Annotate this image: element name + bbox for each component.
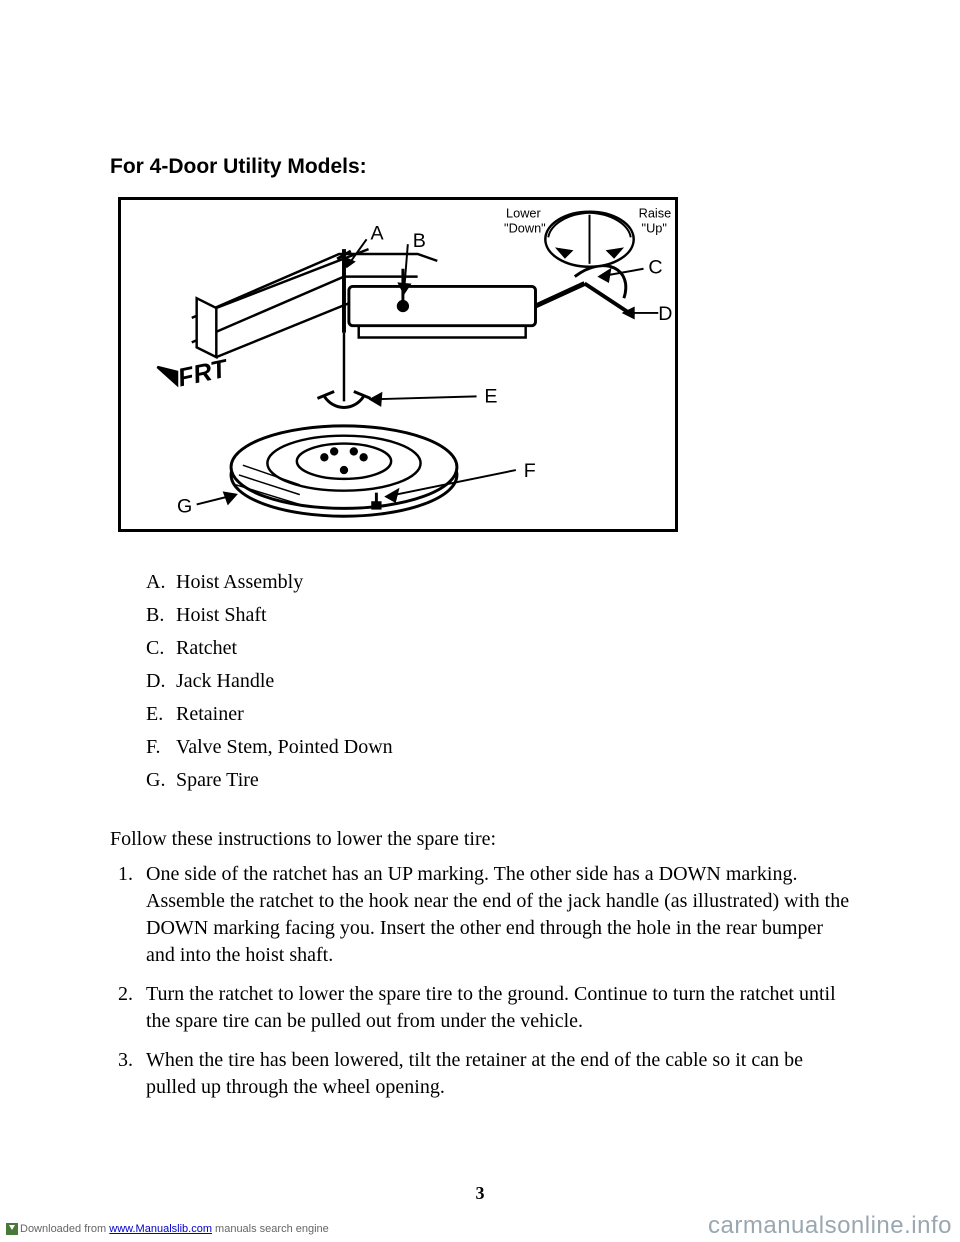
- section-heading: For 4-Door Utility Models:: [110, 155, 850, 179]
- diagram-figure: A B C D E F G FRT Lower "Down" Raise "Up…: [118, 197, 678, 532]
- list-item: A.Hoist Assembly: [146, 566, 850, 599]
- step-text: When the tire has been lowered, tilt the…: [146, 1049, 803, 1098]
- tire-hoist-diagram: A B C D E F G FRT Lower "Down" Raise "Up…: [121, 200, 675, 529]
- step-text: Turn the ratchet to lower the spare tire…: [146, 983, 836, 1032]
- list-text: Retainer: [176, 703, 244, 725]
- list-text: Valve Stem, Pointed Down: [176, 736, 393, 758]
- step-text: One side of the ratchet has an UP markin…: [146, 863, 849, 966]
- list-item: F.Valve Stem, Pointed Down: [146, 731, 850, 764]
- list-marker: C.: [146, 632, 176, 665]
- diagram-label-c: C: [648, 257, 662, 279]
- footer-suffix: manuals search engine: [212, 1223, 329, 1235]
- manual-page: For 4-Door Utility Models:: [0, 0, 960, 1173]
- parts-legend-list: A.Hoist Assembly B.Hoist Shaft C.Ratchet…: [110, 566, 850, 797]
- list-text: Hoist Assembly: [176, 571, 303, 593]
- diagram-label-down: "Down": [504, 220, 546, 235]
- list-marker: B.: [146, 599, 176, 632]
- list-marker: F.: [146, 731, 176, 764]
- list-text: Jack Handle: [176, 670, 274, 692]
- list-item: D.Jack Handle: [146, 665, 850, 698]
- list-marker: G.: [146, 764, 176, 797]
- diagram-label-b: B: [413, 230, 426, 252]
- diagram-label-up: "Up": [642, 220, 667, 235]
- diagram-label-g: G: [177, 495, 192, 517]
- instructions-intro: Follow these instructions to lower the s…: [110, 825, 850, 853]
- footer-attribution: Downloaded from www.Manualslib.com manua…: [6, 1223, 329, 1235]
- step-number: 3.: [118, 1047, 133, 1074]
- list-text: Spare Tire: [176, 769, 259, 791]
- step-item: 3.When the tire has been lowered, tilt t…: [146, 1047, 850, 1101]
- download-icon: [6, 1223, 18, 1235]
- step-item: 2.Turn the ratchet to lower the spare ti…: [146, 981, 850, 1035]
- list-marker: E.: [146, 698, 176, 731]
- diagram-label-raise: Raise: [639, 206, 672, 221]
- footer-prefix: Downloaded from: [20, 1223, 109, 1235]
- list-marker: D.: [146, 665, 176, 698]
- diagram-label-lower: Lower: [506, 206, 541, 221]
- list-item: G.Spare Tire: [146, 764, 850, 797]
- step-item: 1.One side of the ratchet has an UP mark…: [146, 861, 850, 969]
- diagram-label-d: D: [658, 303, 672, 325]
- list-text: Hoist Shaft: [176, 604, 267, 626]
- list-marker: A.: [146, 566, 176, 599]
- footer-link[interactable]: www.Manualslib.com: [109, 1223, 212, 1235]
- diagram-label-f: F: [524, 460, 536, 482]
- diagram-label-frt: FRT: [175, 354, 231, 392]
- list-item: C.Ratchet: [146, 632, 850, 665]
- diagram-label-e: E: [484, 385, 497, 407]
- list-item: E.Retainer: [146, 698, 850, 731]
- list-text: Ratchet: [176, 637, 237, 659]
- step-number: 1.: [118, 861, 133, 888]
- instructions-steps: 1. One side of the ratchet has an UP mark…: [110, 861, 850, 1101]
- page-number: 3: [0, 1183, 960, 1204]
- list-item: B.Hoist Shaft: [146, 599, 850, 632]
- diagram-label-a: A: [371, 222, 385, 244]
- watermark: carmanualsonline.info: [708, 1212, 952, 1240]
- step-number: 2.: [118, 981, 133, 1008]
